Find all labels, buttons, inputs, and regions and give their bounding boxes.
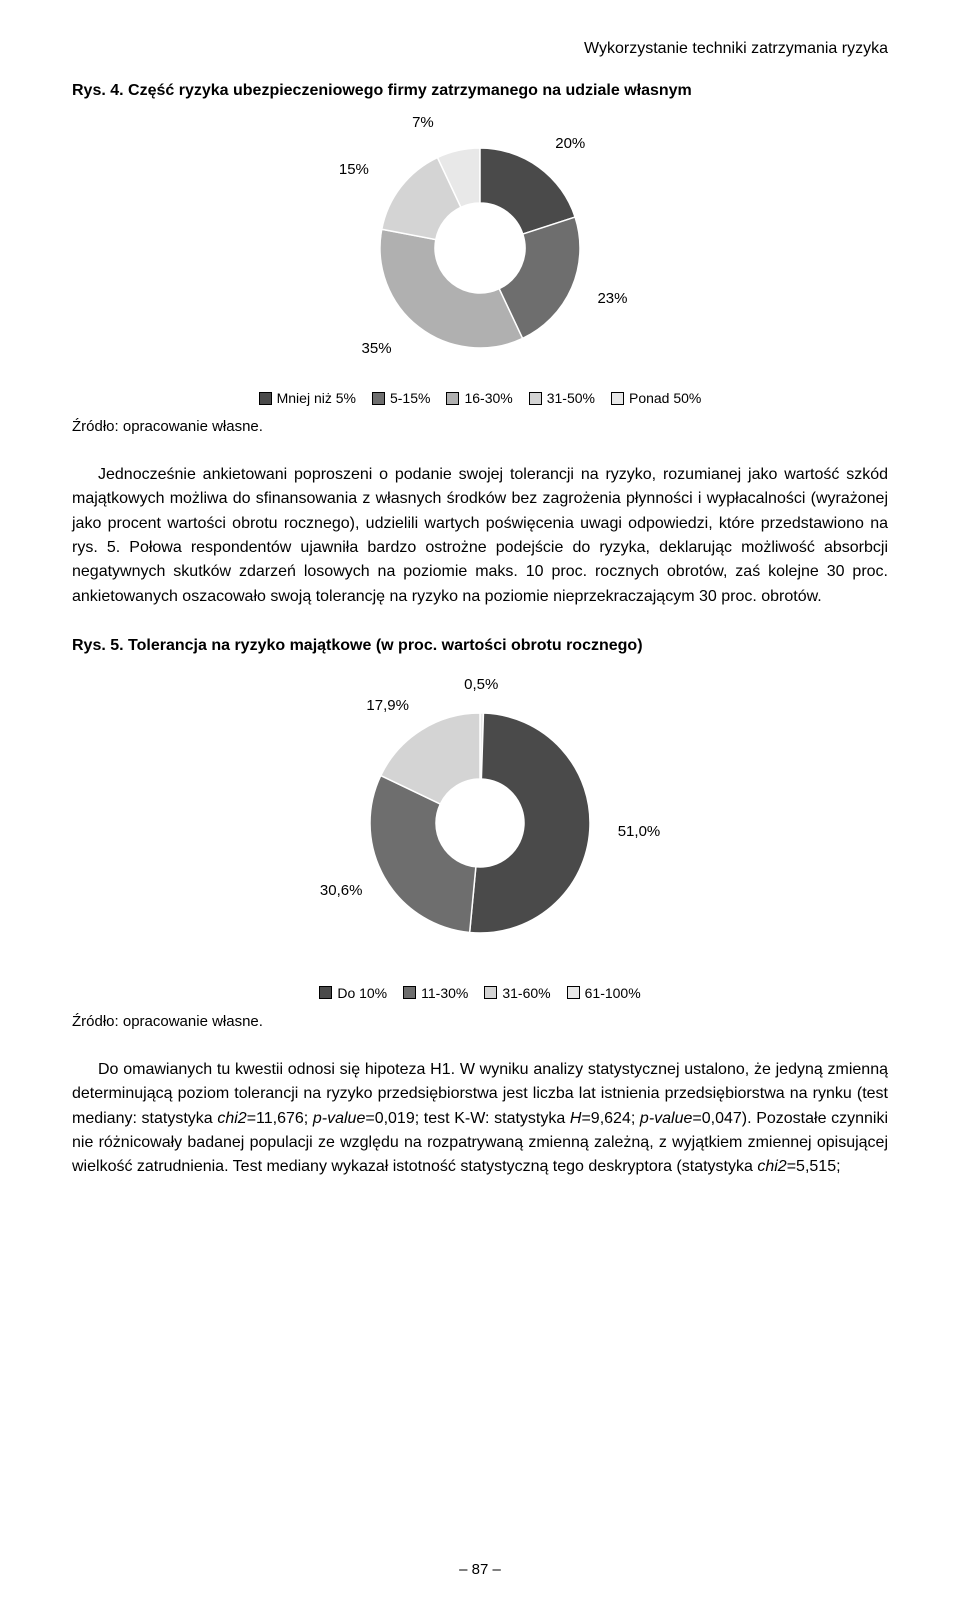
donut-slice-label: 7% xyxy=(412,114,434,131)
legend-text: Mniej niż 5% xyxy=(277,390,356,406)
figure4-title: Rys. 4. Część ryzyka ubezpieczeniowego f… xyxy=(72,82,888,100)
donut-slice-label: 0,5% xyxy=(464,676,498,693)
legend-item: Ponad 50% xyxy=(611,390,701,406)
p2-H: H xyxy=(570,1110,582,1127)
donut-slice-label: 23% xyxy=(597,290,627,307)
legend-text: 5-15% xyxy=(390,390,430,406)
p2-chi1: chi2 xyxy=(217,1110,246,1127)
donut-slice-label: 15% xyxy=(339,161,369,178)
p2-chi2: chi2 xyxy=(757,1158,786,1175)
legend-swatch xyxy=(319,986,332,999)
legend-swatch xyxy=(484,986,497,999)
paragraph-1-text: Jednocześnie ankietowani poproszeni o po… xyxy=(72,466,888,605)
donut-slice-label: 20% xyxy=(555,135,585,152)
legend-item: Do 10% xyxy=(319,985,387,1001)
donut-slice-label: 35% xyxy=(362,340,392,357)
paragraph-1: Jednocześnie ankietowani poproszeni o po… xyxy=(72,463,888,609)
page-number: – 87 – xyxy=(0,1561,960,1578)
figure5-source: Źródło: opracowanie własne. xyxy=(72,1013,888,1030)
legend-item: 31-60% xyxy=(484,985,550,1001)
p2-eq1: =11,676; xyxy=(247,1110,313,1127)
legend-swatch xyxy=(259,392,272,405)
legend-item: 5-15% xyxy=(372,390,430,406)
legend-swatch xyxy=(446,392,459,405)
legend-swatch xyxy=(567,986,580,999)
legend-item: Mniej niż 5% xyxy=(259,390,356,406)
legend-text: 31-50% xyxy=(547,390,595,406)
donut-slice-label: 30,6% xyxy=(320,882,363,899)
donut-slice-label: 51,0% xyxy=(618,823,661,840)
p2-pval1: p-value xyxy=(313,1110,365,1127)
legend-swatch xyxy=(529,392,542,405)
figure4-chart: 7% 20% 23% 35% 15% Mniej niż 5% 5-15% 16-30% 31… xyxy=(72,108,888,406)
figure5-title: Rys. 5. Tolerancja na ryzyko majątkowe (… xyxy=(72,637,888,655)
legend-item: 31-50% xyxy=(529,390,595,406)
p2-mid1: =0,019; test K-W: statystyka xyxy=(365,1110,570,1127)
legend-text: 31-60% xyxy=(502,985,550,1001)
running-title: Wykorzystanie techniki zatrzymania ryzyk… xyxy=(72,40,888,58)
p2-eq2: =9,624; xyxy=(581,1110,639,1127)
p2-tail: =5,515; xyxy=(787,1158,841,1175)
legend-item: 16-30% xyxy=(446,390,512,406)
legend-text: 16-30% xyxy=(464,390,512,406)
figure5-chart: 0,5% 51,0% 30,6% 17,9% Do 10% 11-30% 31-60% 61… xyxy=(72,663,888,1001)
legend-item: 11-30% xyxy=(403,985,468,1001)
legend-swatch xyxy=(403,986,416,999)
legend-text: Ponad 50% xyxy=(629,390,701,406)
figure4-legend: Mniej niż 5% 5-15% 16-30% 31-50% Ponad 50% xyxy=(259,390,702,406)
figure4-source: Źródło: opracowanie własne. xyxy=(72,418,888,435)
paragraph-2: Do omawianych tu kwestii odnosi się hipo… xyxy=(72,1058,888,1180)
legend-text: 61-100% xyxy=(585,985,641,1001)
figure5-legend: Do 10% 11-30% 31-60% 61-100% xyxy=(319,985,640,1001)
legend-swatch xyxy=(611,392,624,405)
legend-text: Do 10% xyxy=(337,985,387,1001)
donut-slice-label: 17,9% xyxy=(366,697,409,714)
legend-swatch xyxy=(372,392,385,405)
p2-pval2: p-value xyxy=(640,1110,692,1127)
legend-item: 61-100% xyxy=(567,985,641,1001)
legend-text: 11-30% xyxy=(421,985,468,1001)
